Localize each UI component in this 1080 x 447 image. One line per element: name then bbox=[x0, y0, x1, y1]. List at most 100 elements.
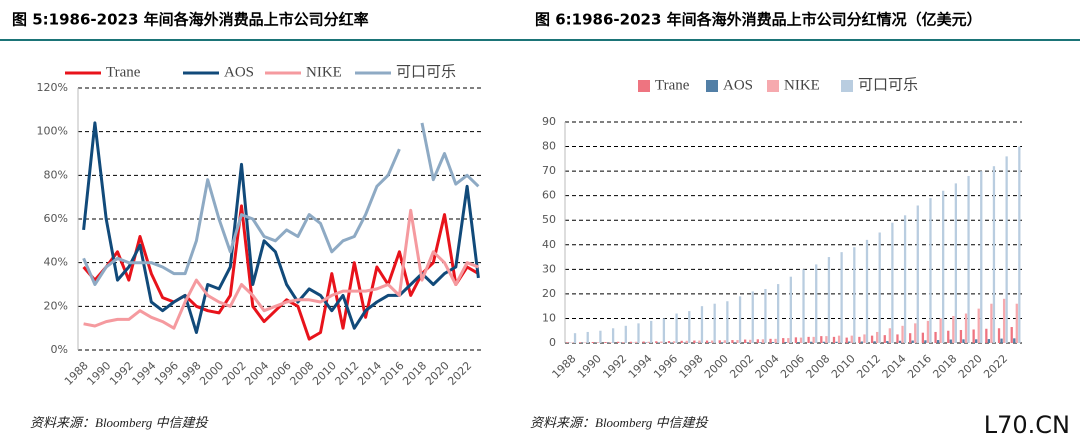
bar bbox=[604, 342, 607, 343]
bar bbox=[751, 291, 754, 343]
x-tick-label: 1994 bbox=[130, 359, 159, 388]
x-tick-label: 2016 bbox=[378, 359, 407, 388]
bar bbox=[878, 232, 881, 343]
watermark: L70.CN bbox=[984, 411, 1070, 439]
x-tick-label: 2010 bbox=[829, 352, 858, 381]
x-tick-label: 2022 bbox=[981, 352, 1010, 381]
bar bbox=[1002, 298, 1006, 343]
bar bbox=[718, 340, 721, 343]
y-tick-label: 20 bbox=[542, 287, 556, 300]
bar bbox=[837, 335, 841, 343]
series-line bbox=[82, 122, 480, 286]
bar bbox=[888, 328, 891, 343]
bar bbox=[959, 329, 963, 343]
bar bbox=[675, 313, 678, 343]
bar bbox=[863, 334, 866, 343]
legend-swatch bbox=[638, 80, 650, 92]
y-tick-label: 30 bbox=[542, 262, 556, 275]
x-tick-label: 2010 bbox=[310, 359, 339, 388]
bar bbox=[746, 342, 749, 343]
bar bbox=[662, 318, 666, 343]
bar bbox=[939, 318, 942, 343]
y-tick-label: 60% bbox=[44, 212, 68, 225]
bar bbox=[797, 342, 800, 343]
bar bbox=[738, 296, 742, 343]
y-tick-label: 10 bbox=[542, 311, 556, 324]
bar bbox=[736, 340, 739, 343]
bar bbox=[637, 323, 640, 343]
x-tick-label: 1992 bbox=[107, 359, 136, 388]
bar bbox=[873, 341, 876, 343]
x-tick-label: 2004 bbox=[242, 359, 271, 388]
bar bbox=[622, 342, 625, 343]
bar bbox=[967, 176, 970, 343]
bar bbox=[776, 284, 780, 343]
bar bbox=[860, 341, 864, 343]
bar bbox=[1015, 303, 1018, 343]
bar bbox=[975, 339, 978, 343]
bar bbox=[1013, 338, 1016, 343]
x-tick-label: 2008 bbox=[287, 359, 316, 388]
bar bbox=[650, 320, 653, 343]
bar bbox=[997, 328, 1001, 343]
bar bbox=[924, 340, 927, 343]
bar bbox=[886, 341, 889, 343]
bar bbox=[825, 336, 828, 343]
bar bbox=[764, 288, 767, 343]
bar bbox=[771, 342, 775, 343]
legend-swatch bbox=[706, 80, 718, 92]
series-line bbox=[83, 208, 479, 330]
x-tick-label: 1998 bbox=[677, 352, 706, 381]
bar bbox=[992, 166, 996, 343]
bar bbox=[756, 339, 759, 343]
bar bbox=[916, 205, 919, 343]
x-tick-label: 1988 bbox=[550, 352, 579, 381]
bar bbox=[634, 341, 638, 343]
bar bbox=[794, 337, 798, 343]
bar bbox=[962, 339, 965, 343]
bar bbox=[921, 332, 924, 343]
bar bbox=[655, 341, 658, 343]
x-tick-label: 2022 bbox=[445, 359, 474, 388]
bar bbox=[680, 340, 683, 343]
bar bbox=[903, 215, 907, 343]
legend-label: Trane bbox=[655, 77, 690, 93]
bar bbox=[774, 338, 777, 343]
x-tick-label: 2012 bbox=[333, 359, 362, 388]
bar bbox=[911, 340, 914, 343]
bar bbox=[990, 303, 993, 343]
bar bbox=[883, 335, 886, 343]
bar bbox=[1018, 146, 1021, 343]
bar bbox=[713, 303, 716, 343]
bar bbox=[693, 340, 696, 343]
bar bbox=[688, 311, 691, 343]
x-tick-label: 2000 bbox=[197, 359, 226, 388]
bar bbox=[726, 301, 729, 343]
x-tick-label: 2018 bbox=[400, 359, 429, 388]
bar bbox=[947, 330, 950, 343]
x-tick-label: 1990 bbox=[84, 359, 113, 388]
y-tick-label: 80 bbox=[542, 140, 556, 153]
y-tick-label: 90 bbox=[542, 115, 556, 128]
bar bbox=[840, 252, 843, 343]
bar bbox=[926, 320, 930, 343]
x-tick-label: 2006 bbox=[265, 359, 294, 388]
source: 资料来源：Bloomberg 中信建投 bbox=[530, 415, 709, 430]
bar bbox=[566, 342, 569, 343]
bar bbox=[845, 337, 848, 343]
x-tick-label: 2016 bbox=[905, 352, 934, 381]
bar bbox=[914, 323, 917, 343]
x-tick-label: 2018 bbox=[930, 352, 959, 381]
legend-label: AOS bbox=[723, 77, 753, 93]
bar bbox=[942, 190, 945, 343]
x-tick-label: 1996 bbox=[152, 359, 181, 388]
bar bbox=[815, 264, 818, 343]
chart-title: 图 5:1986-2023 年间各海外消费品上市公司分红率 bbox=[12, 11, 369, 29]
x-tick-label: 2004 bbox=[753, 352, 782, 381]
x-tick-label: 2014 bbox=[355, 359, 384, 388]
x-tick-label: 2020 bbox=[956, 352, 985, 381]
bar bbox=[591, 342, 594, 343]
y-tick-label: 60 bbox=[542, 189, 556, 202]
bar bbox=[835, 341, 838, 343]
